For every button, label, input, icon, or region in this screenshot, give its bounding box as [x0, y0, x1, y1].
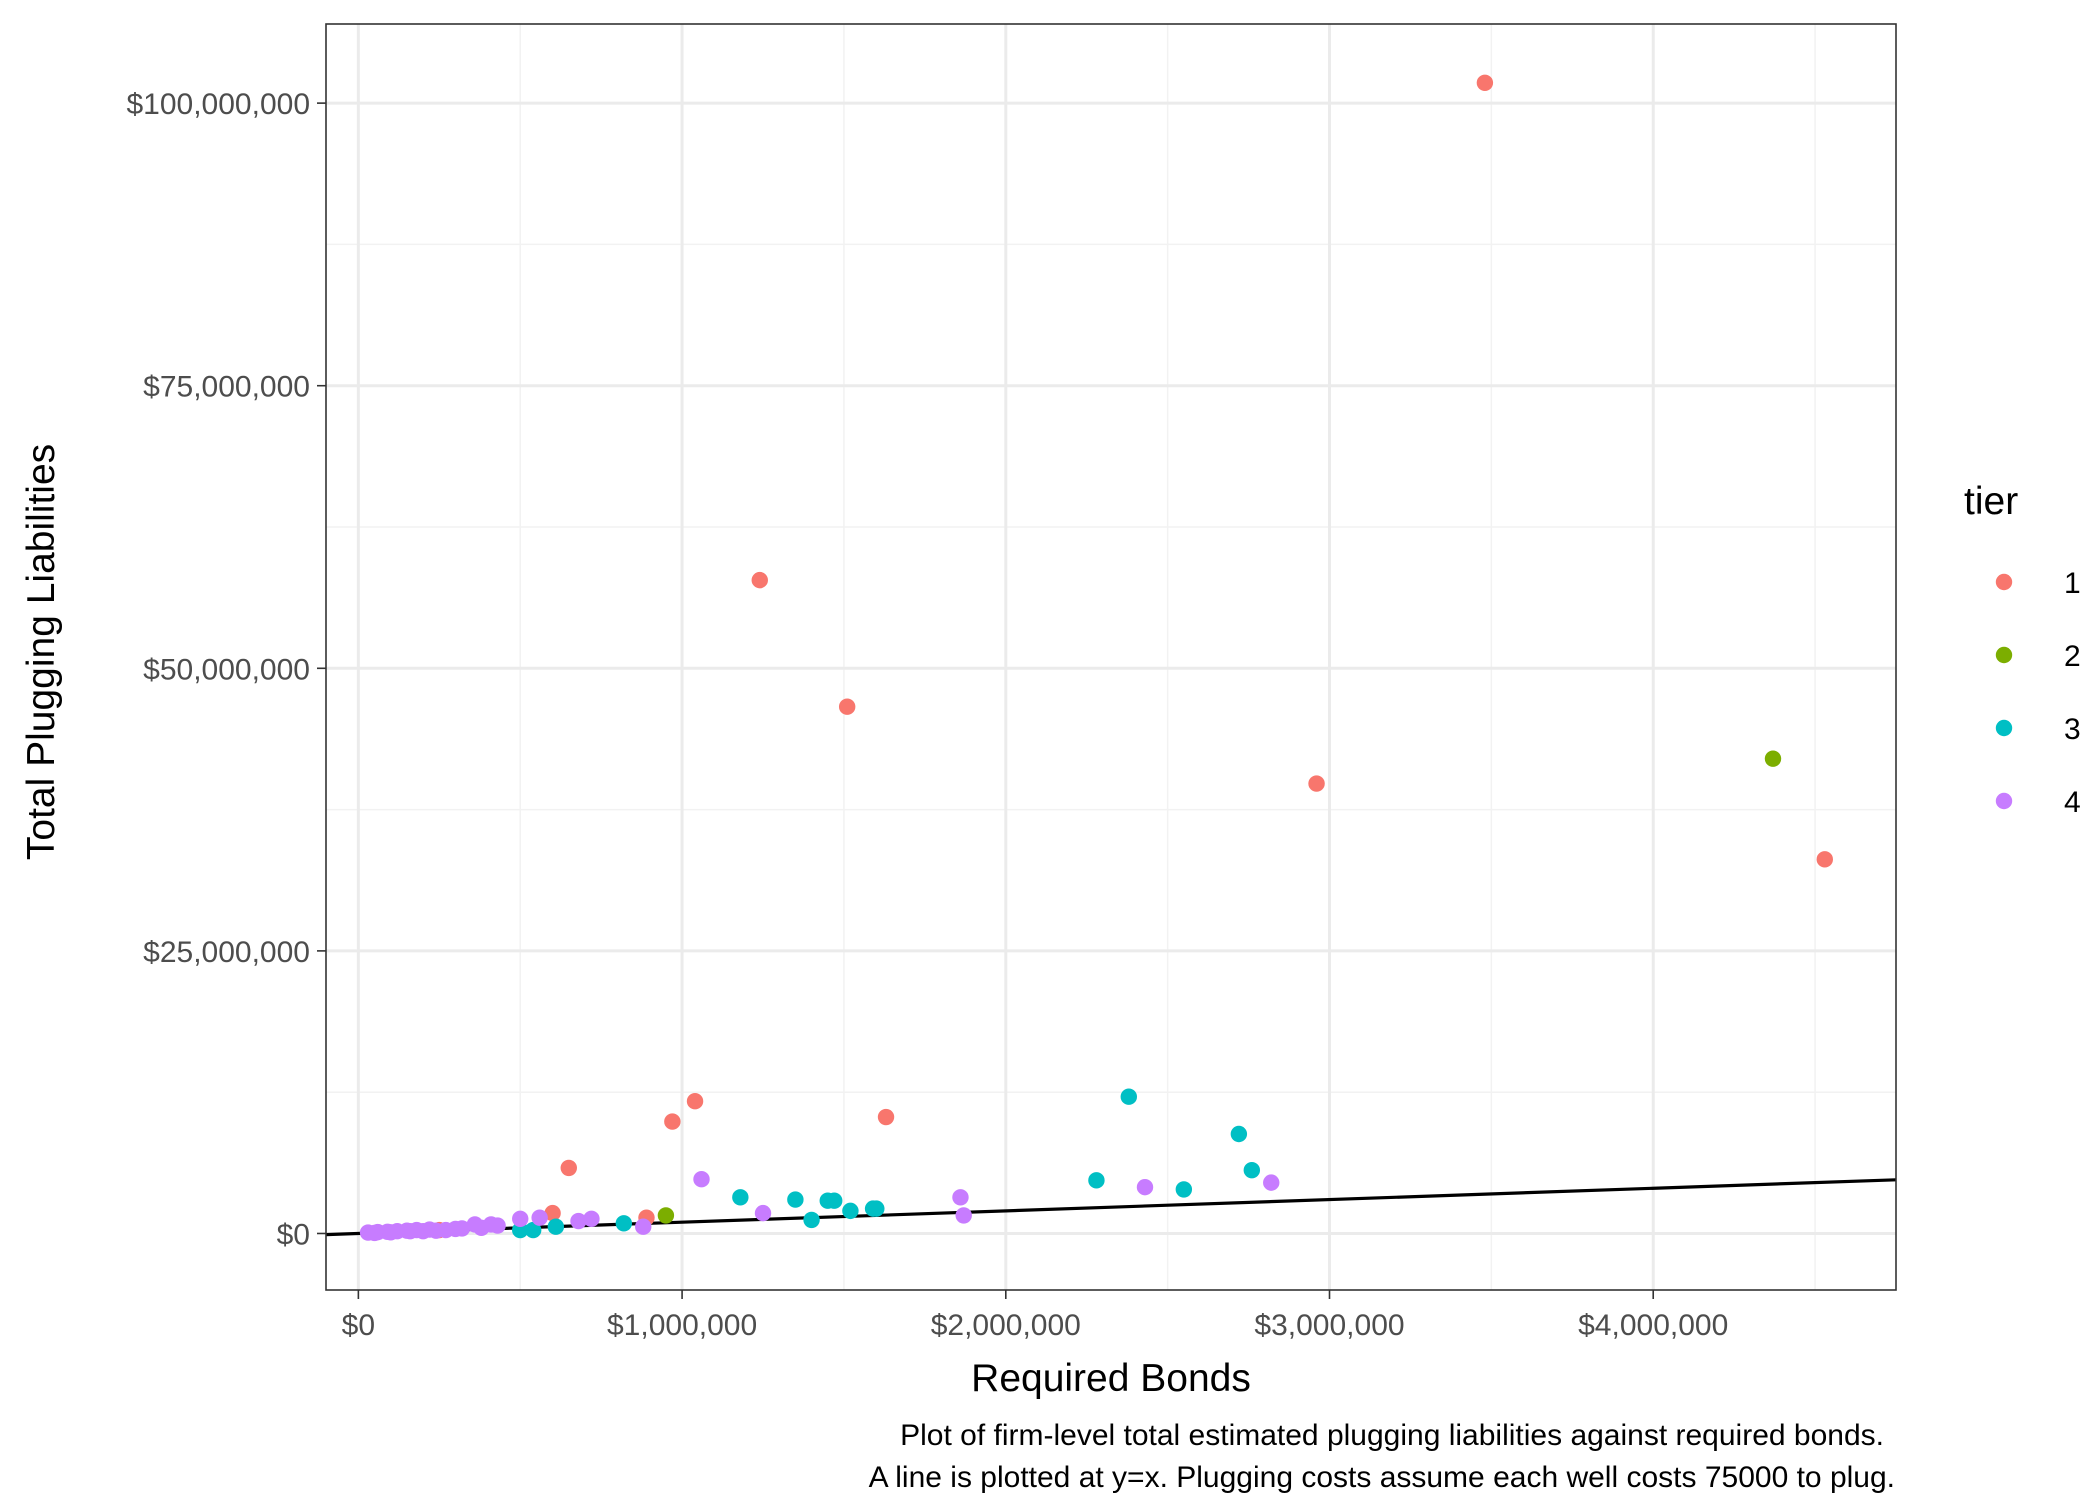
legend-label-tier-1: 1: [2064, 567, 2081, 600]
data-point-tier-1: [838, 698, 856, 715]
legend-key-tier-1: [1995, 573, 2013, 591]
data-point-tier-4: [1263, 1174, 1280, 1191]
data-point-tier-4: [489, 1217, 506, 1234]
series-tier-4: [359, 1171, 1280, 1242]
y-axis-ticks: $0 $25,000,000 $50,000,000 $75,000,000 $100,…: [126, 88, 326, 1251]
data-point-tier-4: [583, 1210, 600, 1227]
x-tick-label: $4,000,000: [1578, 1309, 1728, 1342]
data-point-tier-2: [657, 1207, 675, 1224]
data-point-tier-3: [842, 1202, 859, 1220]
data-point-tier-1: [1308, 775, 1325, 792]
data-point-tier-4: [955, 1207, 972, 1224]
data-point-tier-4: [570, 1212, 587, 1230]
data-point-tier-4: [952, 1189, 969, 1206]
data-point-tier-1: [560, 1159, 577, 1177]
data-point-tier-3: [512, 1221, 529, 1239]
minor-gridlines: [326, 24, 1896, 1290]
x-tick-label: $1,000,000: [607, 1309, 757, 1342]
y-tick-label: $100,000,000: [126, 88, 310, 121]
data-point-tier-4: [693, 1171, 710, 1188]
data-point-tier-4: [414, 1223, 432, 1240]
y-axis-title: Total Plugging Liabilities: [20, 444, 63, 860]
plot-panel: [326, 24, 1896, 1290]
legend-label-tier-2: 2: [2064, 640, 2081, 673]
data-point-tier-4: [382, 1224, 399, 1241]
data-point-tier-3: [615, 1215, 633, 1232]
series-tier-3: [512, 1088, 1261, 1239]
series-tier-2: [657, 750, 1782, 1224]
data-point-tier-1: [1816, 851, 1833, 868]
data-point-tier-4: [1136, 1178, 1154, 1196]
data-point-tier-4: [366, 1224, 383, 1242]
data-point-tier-4: [635, 1218, 652, 1235]
data-point-tier-1: [686, 1093, 704, 1110]
y-tick-label: $25,000,000: [143, 936, 310, 969]
data-point-tier-3: [826, 1192, 843, 1209]
x-tick-label: $3,000,000: [1254, 1309, 1404, 1342]
data-point-tier-3: [868, 1200, 885, 1217]
data-point-tier-4: [401, 1223, 419, 1240]
data-point-tier-3: [1088, 1172, 1105, 1189]
data-point-tier-4: [512, 1210, 529, 1227]
legend-key-tier-2: [1995, 646, 2013, 664]
data-point-tier-4: [754, 1204, 772, 1222]
data-point-tier-1: [1476, 74, 1494, 91]
data-point-tier-3: [787, 1191, 804, 1208]
data-point-tier-1: [664, 1113, 681, 1130]
data-point-tier-4: [473, 1219, 490, 1237]
legend-label-tier-3: 3: [2064, 713, 2081, 746]
caption-line-2: A line is plotted at y=x. Plugging costs…: [869, 1461, 1895, 1494]
data-point-tier-1: [751, 571, 768, 589]
caption-line-1: Plot of firm-level total estimated plugg…: [900, 1419, 1884, 1452]
data-point-tier-4: [531, 1209, 548, 1226]
legend-key-tier-3: [1995, 719, 2013, 737]
data-point-tier-3: [1120, 1088, 1138, 1105]
data-point-tier-4: [427, 1222, 445, 1239]
data-point-tier-3: [524, 1221, 542, 1239]
x-tick-label: $0: [342, 1309, 375, 1342]
x-axis-title: Required Bonds: [971, 1357, 1251, 1400]
y-tick-label: $0: [277, 1218, 310, 1251]
x-tick-label: $2,000,000: [931, 1309, 1081, 1342]
legend-title: tier: [1964, 480, 2018, 523]
major-gridlines: [326, 24, 1896, 1290]
data-point-tier-1: [544, 1204, 561, 1222]
legend-key-tier-4: [1995, 792, 2013, 810]
data-point-tier-1: [877, 1108, 895, 1126]
legend-label-tier-4: 4: [2064, 786, 2081, 819]
data-point-tier-2: [1764, 750, 1782, 767]
data-point-tier-3: [547, 1218, 565, 1235]
data-point-tier-4: [453, 1220, 471, 1237]
data-points: [359, 74, 1833, 1242]
data-point-tier-3: [1175, 1181, 1193, 1198]
data-point-tier-3: [803, 1211, 820, 1229]
data-point-tier-3: [1230, 1125, 1248, 1143]
plot-panel-border: [325, 23, 1897, 1291]
data-point-tier-3: [1243, 1161, 1261, 1179]
legend: tier 1 2 3 4: [1964, 480, 2081, 819]
y-tick-label: $75,000,000: [143, 371, 310, 404]
data-point-tier-3: [732, 1189, 749, 1206]
x-axis-ticks: $0 $1,000,000 $2,000,000 $3,000,000 $4,000,0…: [342, 1290, 1728, 1342]
y-tick-label: $50,000,000: [143, 653, 310, 686]
